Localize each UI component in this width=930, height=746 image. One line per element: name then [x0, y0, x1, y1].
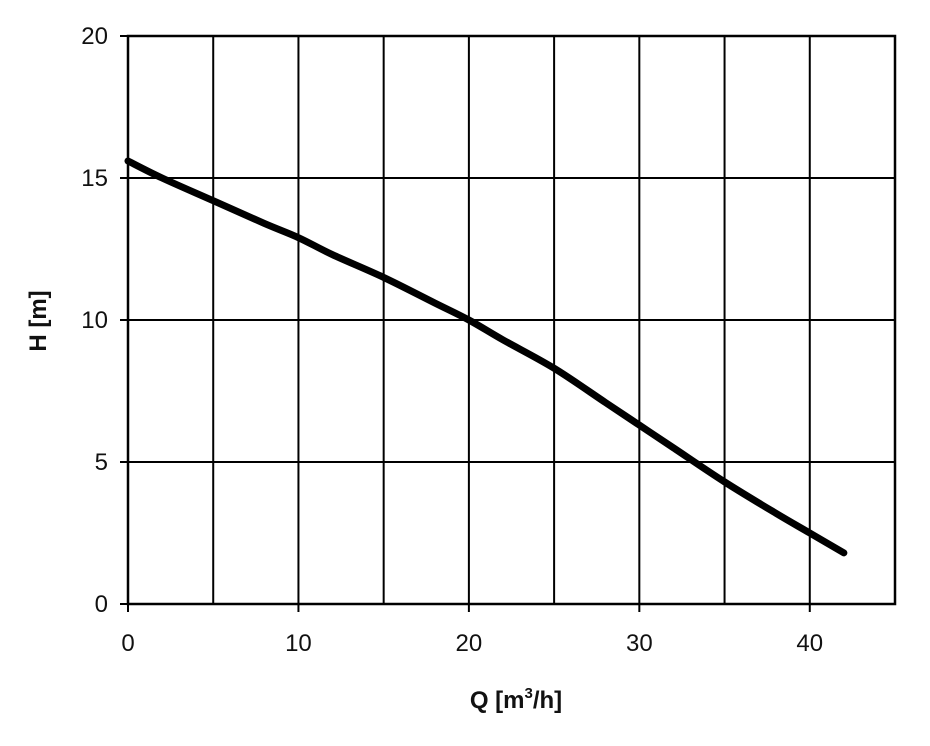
- x-tick-label: 0: [121, 630, 134, 657]
- x-axis-label-superscript: 3: [525, 685, 533, 702]
- y-axis-label: H [m]: [25, 290, 52, 351]
- pump-curve-line: [124, 157, 848, 557]
- x-tick-label: 40: [796, 630, 823, 657]
- series-group: [124, 157, 848, 557]
- x-tick-label: 20: [456, 630, 483, 657]
- x-tick-label: 30: [626, 630, 653, 657]
- y-tick-label: 0: [95, 591, 108, 618]
- x-tick-labels: 0 10 20 30 40: [121, 604, 823, 657]
- y-tick-label: 10: [81, 307, 108, 334]
- x-axis-label-rest: /h]: [533, 687, 562, 714]
- x-tick-label: 10: [285, 630, 312, 657]
- y-tick-label: 15: [81, 165, 108, 192]
- y-tick-label: 20: [81, 23, 108, 50]
- y-tick-labels: 0 5 10 15 20: [81, 23, 128, 618]
- y-tick-label: 5: [95, 449, 108, 476]
- x-axis-label-base: Q [m: [470, 687, 525, 714]
- x-axis-label: Q [m3/h]: [470, 685, 562, 714]
